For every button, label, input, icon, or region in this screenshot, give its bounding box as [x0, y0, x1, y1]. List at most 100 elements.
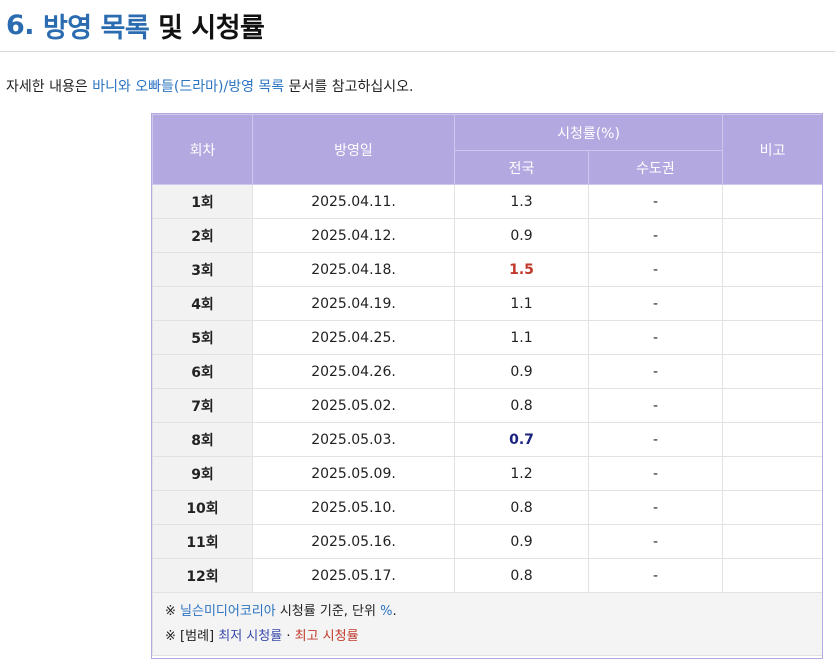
header-date: 방영일: [252, 114, 455, 185]
date-cell: 2025.04.18.: [252, 252, 455, 287]
header-national: 전국: [454, 150, 589, 185]
national-rating-cell: 0.9: [454, 354, 589, 389]
note-cell: [722, 456, 823, 491]
note-cell: [722, 218, 823, 253]
intro-prefix: 자세한 내용은: [6, 79, 93, 95]
national-rating-cell: 1.1: [454, 286, 589, 321]
footnote-source-text: 시청률 기준, 단위: [275, 604, 381, 619]
episode-cell: 10회: [152, 490, 253, 525]
section-heading: 6. 방영 목록 및 시청률: [0, 0, 835, 52]
legend-highest: 최고 시청률: [294, 629, 359, 644]
national-rating-cell: 1.3: [454, 184, 589, 219]
national-rating-cell: 0.9: [454, 218, 589, 253]
ratings-table: 회차 방영일 시청률(%) 비고 전국 수도권 1회 2025.04.11. 1.3…: [152, 114, 823, 656]
footnote-mark: ※: [165, 604, 181, 619]
capital-rating-cell: -: [588, 490, 723, 525]
episode-cell: 12회: [152, 558, 253, 593]
capital-rating-cell: -: [588, 354, 723, 389]
table-row: 7회 2025.05.02. 0.8-: [152, 388, 823, 423]
header-capital: 수도권: [588, 150, 723, 185]
header-note: 비고: [722, 114, 823, 185]
note-cell: [722, 354, 823, 389]
section-number: 6.: [6, 10, 35, 41]
capital-rating-cell: -: [588, 320, 723, 355]
note-cell: [722, 184, 823, 219]
capital-rating-cell: -: [588, 524, 723, 559]
note-cell: [722, 422, 823, 457]
episode-cell: 6회: [152, 354, 253, 389]
date-cell: 2025.05.17.: [252, 558, 455, 593]
date-cell: 2025.05.09.: [252, 456, 455, 491]
table-row: 6회 2025.04.26. 0.9-: [152, 354, 823, 389]
nielsen-link[interactable]: 닐슨미디어코리아: [180, 604, 276, 619]
national-rating-cell: 0.8: [454, 388, 589, 423]
episode-cell: 8회: [152, 422, 253, 457]
national-rating-cell: 0.8: [454, 490, 589, 525]
date-cell: 2025.05.03.: [252, 422, 455, 457]
note-cell: [722, 524, 823, 559]
date-cell: 2025.04.12.: [252, 218, 455, 253]
intro-suffix: 문서를 참고하십시오.: [284, 79, 414, 95]
table-row: 9회 2025.05.09. 1.2-: [152, 456, 823, 491]
capital-rating-cell: -: [588, 218, 723, 253]
capital-rating-cell: -: [588, 456, 723, 491]
table-row: 3회 2025.04.18. 1.5-: [152, 252, 823, 287]
table-row: 2회 2025.04.12. 0.9-: [152, 218, 823, 253]
table-row: 1회 2025.04.11. 1.3-: [152, 184, 823, 219]
section-title-link[interactable]: 방영 목록: [42, 13, 150, 44]
capital-rating-cell: -: [588, 558, 723, 593]
footnote-legend: ※ [범례] 최저 시청률 · 최고 시청률: [165, 624, 810, 649]
percent-link[interactable]: %: [380, 604, 393, 619]
date-cell: 2025.05.10.: [252, 490, 455, 525]
note-cell: [722, 558, 823, 593]
date-cell: 2025.04.19.: [252, 286, 455, 321]
section-title-rest: 및 시청률: [158, 13, 265, 44]
national-rating-cell: 1.2: [454, 456, 589, 491]
date-cell: 2025.04.26.: [252, 354, 455, 389]
date-cell: 2025.04.25.: [252, 320, 455, 355]
table-row: 11회 2025.05.16. 0.9-: [152, 524, 823, 559]
episode-cell: 11회: [152, 524, 253, 559]
header-rating: 시청률(%): [454, 114, 723, 151]
legend-separator: ·: [282, 629, 295, 644]
national-rating-cell: 1.1: [454, 320, 589, 355]
capital-rating-cell: -: [588, 286, 723, 321]
note-cell: [722, 490, 823, 525]
date-cell: 2025.05.02.: [252, 388, 455, 423]
table-row: 12회 2025.05.17. 0.8-: [152, 558, 823, 593]
capital-rating-cell: -: [588, 388, 723, 423]
legend-label: [범례]: [180, 629, 215, 644]
national-rating-lowest-cell: 0.7: [454, 422, 589, 457]
note-cell: [722, 388, 823, 423]
episode-list-link[interactable]: 바니와 오빠들(드라마)/방영 목록: [92, 79, 285, 95]
episode-cell: 9회: [152, 456, 253, 491]
note-cell: [722, 286, 823, 321]
intro-text: 자세한 내용은 바니와 오빠들(드라마)/방영 목록 문서를 참고하십시오.: [6, 76, 413, 96]
table-row: 4회 2025.04.19. 1.1-: [152, 286, 823, 321]
episode-cell: 1회: [152, 184, 253, 219]
header-episode: 회차: [152, 114, 253, 185]
capital-rating-cell: -: [588, 184, 723, 219]
legend-lowest: 최저 시청률: [218, 629, 283, 644]
episode-cell: 2회: [152, 218, 253, 253]
national-rating-cell: 0.8: [454, 558, 589, 593]
capital-rating-cell: -: [588, 252, 723, 287]
footnote-source: ※ 닐슨미디어코리아 시청률 기준, 단위 %.: [165, 599, 810, 624]
footnote-row: ※ 닐슨미디어코리아 시청률 기준, 단위 %. ※ [범례] 최저 시청률 ·…: [152, 592, 823, 656]
note-cell: [722, 252, 823, 287]
episode-cell: 5회: [152, 320, 253, 355]
episode-cell: 4회: [152, 286, 253, 321]
episode-cell: 3회: [152, 252, 253, 287]
table-row: 10회 2025.05.10. 0.8-: [152, 490, 823, 525]
table-row: 5회 2025.04.25. 1.1-: [152, 320, 823, 355]
capital-rating-cell: -: [588, 422, 723, 457]
date-cell: 2025.05.16.: [252, 524, 455, 559]
footnote-cell: ※ 닐슨미디어코리아 시청률 기준, 단위 %. ※ [범례] 최저 시청률 ·…: [152, 592, 823, 656]
note-cell: [722, 320, 823, 355]
footnote-mark: ※: [165, 629, 181, 644]
national-rating-highest-cell: 1.5: [454, 252, 589, 287]
footnote-end: .: [392, 604, 397, 619]
date-cell: 2025.04.11.: [252, 184, 455, 219]
national-rating-cell: 0.9: [454, 524, 589, 559]
episode-cell: 7회: [152, 388, 253, 423]
